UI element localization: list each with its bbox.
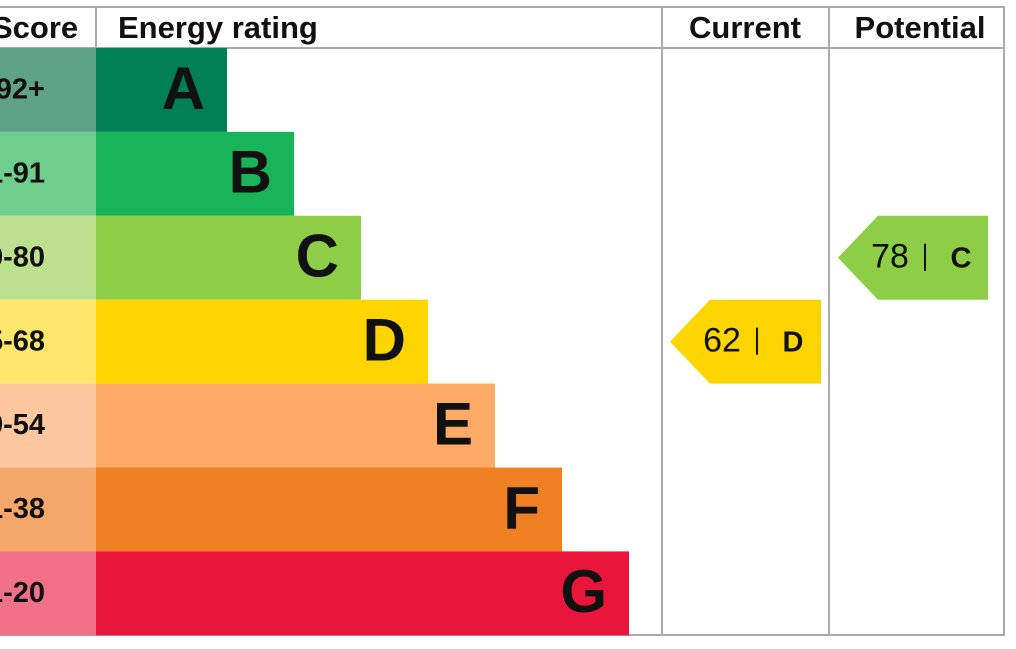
rating-bar bbox=[96, 215, 361, 300]
rating-bar bbox=[96, 383, 495, 468]
rating-letter: G bbox=[560, 558, 607, 625]
current-arrow bbox=[670, 299, 821, 384]
rating-bar bbox=[96, 551, 629, 636]
score-label: 81-91 bbox=[0, 158, 45, 190]
potential-score: 78 bbox=[871, 238, 909, 276]
score-cell bbox=[0, 131, 96, 216]
score-cell bbox=[0, 467, 96, 552]
rating-bar bbox=[96, 467, 562, 552]
rating-letter: A bbox=[162, 55, 205, 122]
rating-bar bbox=[96, 299, 428, 384]
score-label: 39-54 bbox=[0, 409, 45, 441]
rating-bar bbox=[96, 131, 294, 216]
score-label: 92+ bbox=[0, 74, 45, 106]
score-cell bbox=[0, 48, 96, 132]
potential-rating: C bbox=[951, 242, 972, 274]
arrows: 62 D 78 C bbox=[670, 215, 988, 384]
score-label: 55-68 bbox=[0, 325, 45, 357]
score-label: 21-38 bbox=[0, 493, 45, 525]
score-label: 69-80 bbox=[0, 241, 45, 273]
rating-letter: D bbox=[363, 306, 406, 373]
current-rating: D bbox=[783, 326, 804, 358]
rating-bar bbox=[96, 48, 227, 132]
current-header: Current bbox=[689, 10, 801, 45]
rating-header: Energy rating bbox=[118, 10, 318, 45]
bands: 92+ A 81-91 B 69-80 C 55-68 D 39-54 E 21-38 F 1-20 G bbox=[0, 48, 629, 636]
score-header: Score bbox=[0, 10, 78, 45]
score-cell bbox=[0, 299, 96, 384]
rating-letter: F bbox=[503, 474, 540, 541]
score-cell bbox=[0, 383, 96, 468]
score-label: 1-20 bbox=[0, 577, 45, 609]
rating-letter: E bbox=[433, 390, 473, 457]
score-cell bbox=[0, 551, 96, 636]
score-cell bbox=[0, 215, 96, 300]
current-score: 62 bbox=[703, 322, 741, 360]
potential-arrow bbox=[838, 215, 988, 300]
rating-letter: B bbox=[229, 139, 272, 206]
rating-letter: C bbox=[296, 223, 339, 290]
potential-header: Potential bbox=[855, 10, 986, 45]
